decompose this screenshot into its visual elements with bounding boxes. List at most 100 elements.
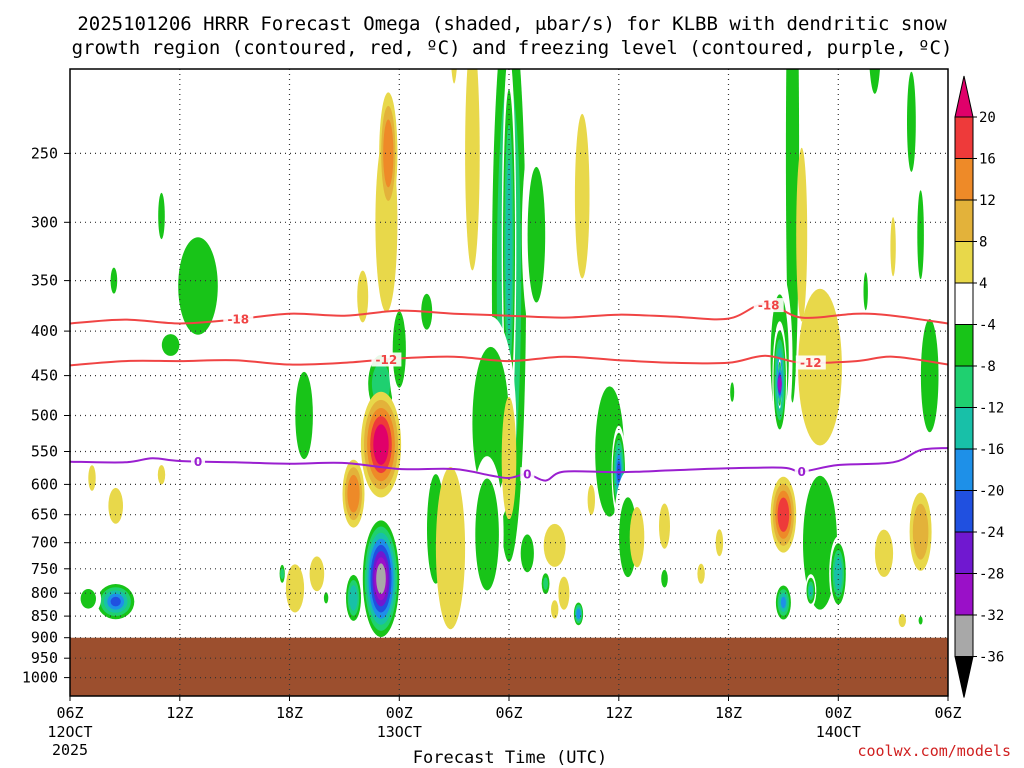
colorbar-segment-5 [954,324,974,367]
colorbar-label-3: 8 [979,235,987,251]
colorbar-label-5: -4 [979,318,996,334]
colorbar-label-4: 4 [979,276,987,292]
x-tick-date-7: 14OCT [816,723,861,741]
dgz-minus12-label-1: -12 [800,356,822,370]
chart-title-line2: growth region (contoured, red, ºC) and f… [72,37,953,59]
omega-c62-level-4 [780,596,786,609]
freezing-0-label-1: 0 [523,468,531,482]
dgz-minus12-label-bg-0 [371,352,402,367]
x-tick-label-2: 18Z [276,704,303,722]
omega-c54-level-1 [698,567,704,580]
freezing-0-label-bg-0 [191,454,205,469]
omega-c65-level-3 [808,585,813,597]
x-tick-date-3: 13OCT [377,723,422,741]
omega-c06-level-1 [178,237,218,335]
colorbar-label-11: -28 [979,567,1004,583]
omega-c10-level-1 [295,371,313,460]
omega-c02-level-1 [80,589,97,609]
omega-c11-level-1 [289,574,301,603]
omega-c58-level-8 [777,380,782,388]
omega-c13-level-2 [280,568,285,580]
omega-c33-level-4 [507,194,511,300]
y-axis: 250 300 350 400 450 500 550 600 650 700 750 800 850 9… [22,144,70,687]
omega-c26-level-4 [351,590,356,606]
omega-c04-level-1 [111,495,121,517]
omega-c67-level-2 [915,515,926,549]
colorbar-segment-1 [954,158,974,201]
colorbar-top-arrow [954,75,974,118]
freezing-0-label-2: 0 [798,465,806,479]
x-axis-title: Forecast Time (UTC) [413,748,607,768]
colorbar-segment-10 [954,531,974,574]
omega-c03-level-1 [110,267,118,294]
y-tick-label-1000: 1000 [22,669,58,687]
omega-c19-level-3 [375,371,387,397]
omega-c73-level-1 [918,616,923,625]
colorbar-segment-7 [954,407,974,450]
ground-terrain [70,637,948,696]
colorbar-segment-0 [954,116,974,159]
colorbar-label-2: 12 [979,193,996,209]
colorbar-segment-12 [954,614,974,657]
omega-c48-level-1 [661,512,668,540]
omega-c22-level-1 [359,280,367,313]
omega-c09-level-1 [159,469,164,481]
x-tick-label-8: 06Z [934,704,961,722]
y-tick-label-950: 950 [31,649,58,667]
y-tick-label-850: 850 [31,607,58,625]
colorbar-segment-9 [954,490,974,533]
colorbar-label-6: -8 [979,359,996,375]
omega-c28-level-1 [441,499,460,597]
y-tick-label-400: 400 [31,322,58,340]
omega-c23-level-5 [376,432,386,457]
omega-c21-level-3 [385,133,392,174]
omega-c12-level-1 [312,563,322,585]
contour-labels: -18 -18 -12 -12 0 0 0 [191,298,826,482]
y-tick-label-550: 550 [31,443,58,461]
omega-c71-level-1 [907,71,916,172]
colorbar-label-8: -16 [979,442,1004,458]
colorbar-label-9: -20 [979,484,1004,500]
dgz-minus18-label-bg-1 [753,298,784,313]
colorbar-segment-11 [954,573,974,616]
omega-c30-level-0 [451,69,457,84]
y-tick-label-900: 900 [31,629,58,647]
omega-c37-level-1 [504,421,514,496]
colorbar-bottom-arrow [954,656,974,698]
colorbar-label-1: 16 [979,152,996,168]
omega-c41-level-1 [560,583,568,604]
colorbar-label-12: -32 [979,608,1004,624]
omega-c08-level-1 [158,192,165,240]
dgz-minus18-label-bg-0 [223,312,254,327]
dgz-minus18-label-1: -18 [758,299,780,313]
colorbar-segment-6 [954,365,974,408]
omega-c35-level-2 [479,377,502,469]
omega-c68-level-1 [920,319,939,433]
y-tick-label-350: 350 [31,272,58,290]
x-tick-label-5: 12Z [605,704,632,722]
colorbar: 20 16 12 8 4 -4 -8 -12 -16 -20 -24 -28 -32 -36 [954,75,1004,698]
omega-c70-level-0 [864,69,886,138]
omega-c52-level-1 [589,490,594,509]
omega-c76-level-1 [717,534,722,551]
omega-c51-level-1 [552,604,557,615]
freezing-0-label-0: 0 [194,455,202,469]
colorbar-segment-8 [954,448,974,491]
chart-title-line1: 2025101206 HRRR Forecast Omega (shaded, … [77,13,947,35]
omega-c14-level-1 [323,592,329,604]
y-tick-label-700: 700 [31,534,58,552]
omega-c64-level-4 [835,563,841,584]
y-tick-label-650: 650 [31,506,58,524]
credit-link[interactable]: coolwx.com/models [857,742,1011,760]
freezing-0-label-bg-1 [520,467,535,482]
omega-c31-level-1 [468,83,477,224]
omega-c66-level-1 [878,539,890,568]
omega-c01-level-5 [110,596,121,607]
y-tick-label-800: 800 [31,584,58,602]
colorbar-label-7: -12 [979,401,1004,417]
x-tick-label-3: 00Z [386,704,413,722]
dgz-minus18-label-0: -18 [227,313,249,327]
y-tick-label-600: 600 [31,475,58,493]
omega-c49-level-1 [661,569,668,588]
